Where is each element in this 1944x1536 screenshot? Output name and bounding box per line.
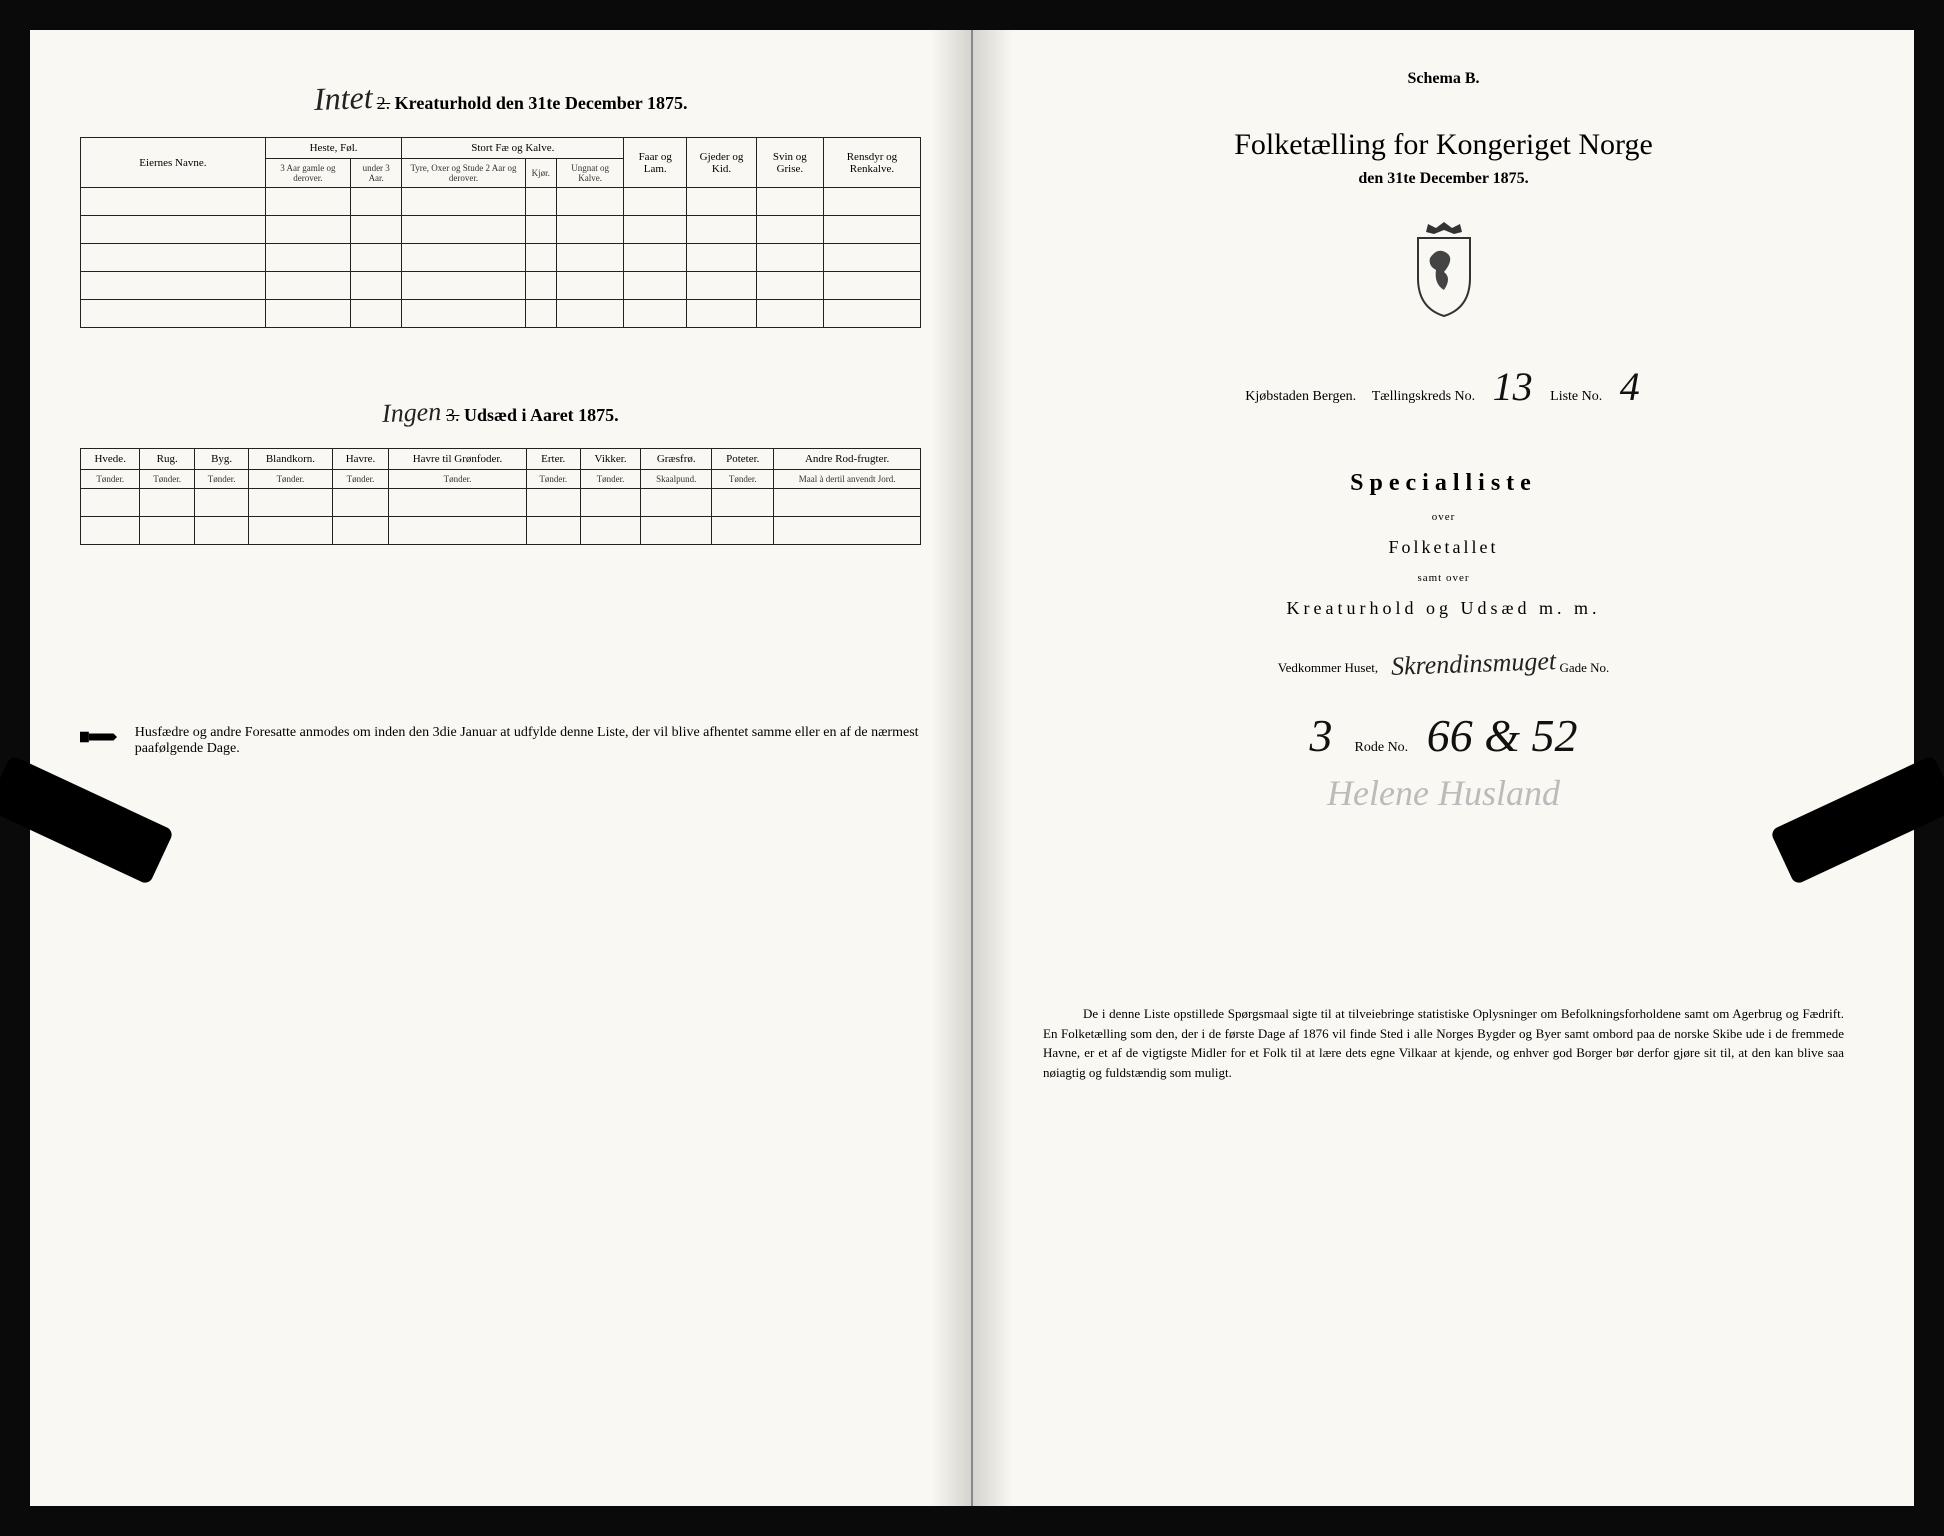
over-label-1: over <box>1023 511 1864 523</box>
col-group-cattle: Stort Fæ og Kalve. <box>402 138 624 159</box>
pointing-hand-icon <box>80 725 119 749</box>
table-row <box>81 489 921 517</box>
seed-header-row: Hvede. Rug. Byg. Blandkorn. Havre. Havre… <box>81 449 921 470</box>
seed-col: Erter. <box>526 449 580 470</box>
seed-col: Vikker. <box>580 449 640 470</box>
seed-unit: Tønder. <box>526 470 580 489</box>
seed-unit-row: Tønder. Tønder. Tønder. Tønder. Tønder. … <box>81 470 921 489</box>
right-page: Schema B. Folketælling for Kongeriget No… <box>973 30 1914 1506</box>
folketallet-label: Folketallet <box>1023 537 1864 558</box>
seed-unit: Tønder. <box>140 470 194 489</box>
seed-unit: Maal à dertil anvendt Jord. <box>774 470 921 489</box>
main-title: Folketælling for Kongeriget Norge <box>1023 128 1864 162</box>
col-horse-a: 3 Aar gamle og derover. <box>265 159 350 188</box>
col-owner: Eiernes Navne. <box>81 138 266 188</box>
livestock-table: Eiernes Navne. Heste, Føl. Stort Fæ og K… <box>80 137 921 328</box>
table-row <box>81 216 921 244</box>
seed-col: Blandkorn. <box>249 449 332 470</box>
kreatur-label: Kreaturhold og Udsæd m. m. <box>1023 598 1864 619</box>
rode-line: 3 Rode No. 66 & 52 <box>1023 709 1864 762</box>
seed-unit: Tønder. <box>389 470 526 489</box>
bottom-paragraph: De i denne Liste opstillede Spørgsmaal s… <box>1023 1004 1864 1082</box>
coat-of-arms-icon <box>1404 218 1484 318</box>
seed-unit: Skaalpund. <box>641 470 712 489</box>
col-horse-b: under 3 Aar. <box>351 159 402 188</box>
col-cattle-c: Ungnat og Kalve. <box>556 159 623 188</box>
seed-col: Græsfrø. <box>641 449 712 470</box>
seed-table: Hvede. Rug. Byg. Blandkorn. Havre. Havre… <box>80 448 921 545</box>
left-page: Intet 2. Kreaturhold den 31te December 1… <box>30 30 973 1506</box>
col-pig: Svin og Grise. <box>756 138 823 188</box>
footer-text: Husfædre og andre Foresatte anmodes om i… <box>135 725 921 757</box>
seed-col: Andre Rod-frugter. <box>774 449 921 470</box>
section3-title: Ingen 3. Udsæd i Aaret 1875. <box>80 398 921 428</box>
kreds-label: Tællingskreds No. <box>1372 389 1475 404</box>
gade-label: Gade No. <box>1559 660 1609 675</box>
col-goat: Gjeder og Kid. <box>687 138 757 188</box>
meta-line: Kjøbstaden Bergen. Tællingskreds No. 13 … <box>1023 363 1864 410</box>
section3-struck-number: 3. <box>446 405 460 425</box>
specialliste-title: Specialliste <box>1023 470 1864 497</box>
samt-label: samt over <box>1023 572 1864 584</box>
seed-col: Poteter. <box>712 449 774 470</box>
book-spread: Intet 2. Kreaturhold den 31te December 1… <box>30 30 1914 1506</box>
seed-unit: Tønder. <box>580 470 640 489</box>
rode-label: Rode No. <box>1355 740 1409 755</box>
seed-col: Rug. <box>140 449 194 470</box>
schema-label: Schema B. <box>1023 70 1864 88</box>
table-row <box>81 300 921 328</box>
liste-value: 4 <box>1612 364 1648 409</box>
seed-unit: Tønder. <box>249 470 332 489</box>
kreds-value: 13 <box>1485 364 1541 409</box>
section3-handwritten: Ingen <box>382 397 442 429</box>
col-sheep: Faar og Lam. <box>624 138 687 188</box>
seed-unit: Tønder. <box>81 470 140 489</box>
seed-col: Havre. <box>332 449 389 470</box>
house-label: Vedkommer Huset, <box>1278 660 1378 675</box>
table-row <box>81 244 921 272</box>
city-label: Kjøbstaden Bergen. <box>1245 389 1356 404</box>
seed-col: Hvede. <box>81 449 140 470</box>
scanner-clip-icon <box>0 755 174 885</box>
seed-col: Havre til Grønfoder. <box>389 449 526 470</box>
seed-unit: Tønder. <box>194 470 248 489</box>
rode-value: 66 & 52 <box>1419 710 1586 761</box>
col-group-horse: Heste, Føl. <box>265 138 402 159</box>
section2-struck-number: 2. <box>377 93 391 113</box>
footer-note: Husfædre og andre Foresatte anmodes om i… <box>80 725 921 757</box>
liste-label: Liste No. <box>1550 389 1602 404</box>
seed-unit: Tønder. <box>712 470 774 489</box>
col-deer: Rensdyr og Renkalve. <box>823 138 920 188</box>
col-cattle-a: Tyre, Oxer og Stude 2 Aar og derover. <box>402 159 525 188</box>
seed-col: Byg. <box>194 449 248 470</box>
section3-heading-text: Udsæd i Aaret 1875. <box>464 405 619 425</box>
section2-heading-text: Kreaturhold den 31te December 1875. <box>395 93 688 113</box>
table-row <box>81 188 921 216</box>
signature: Helene Husland <box>1023 772 1864 814</box>
rode-first-num: 3 <box>1302 710 1341 761</box>
table-row <box>81 517 921 545</box>
section2-title: Intet 2. Kreaturhold den 31te December 1… <box>80 80 921 117</box>
seed-unit: Tønder. <box>332 470 389 489</box>
table-row <box>81 272 921 300</box>
col-cattle-b: Kjør. <box>525 159 556 188</box>
house-line: Vedkommer Huset, Skrendinsmuget Gade No. <box>1023 649 1864 679</box>
census-date: den 31te December 1875. <box>1023 170 1864 188</box>
section2-handwritten: Intet <box>313 79 373 118</box>
bottom-paragraph-text: De i denne Liste opstillede Spørgsmaal s… <box>1043 1006 1844 1080</box>
house-handwritten: Skrendinsmuget <box>1391 646 1557 682</box>
